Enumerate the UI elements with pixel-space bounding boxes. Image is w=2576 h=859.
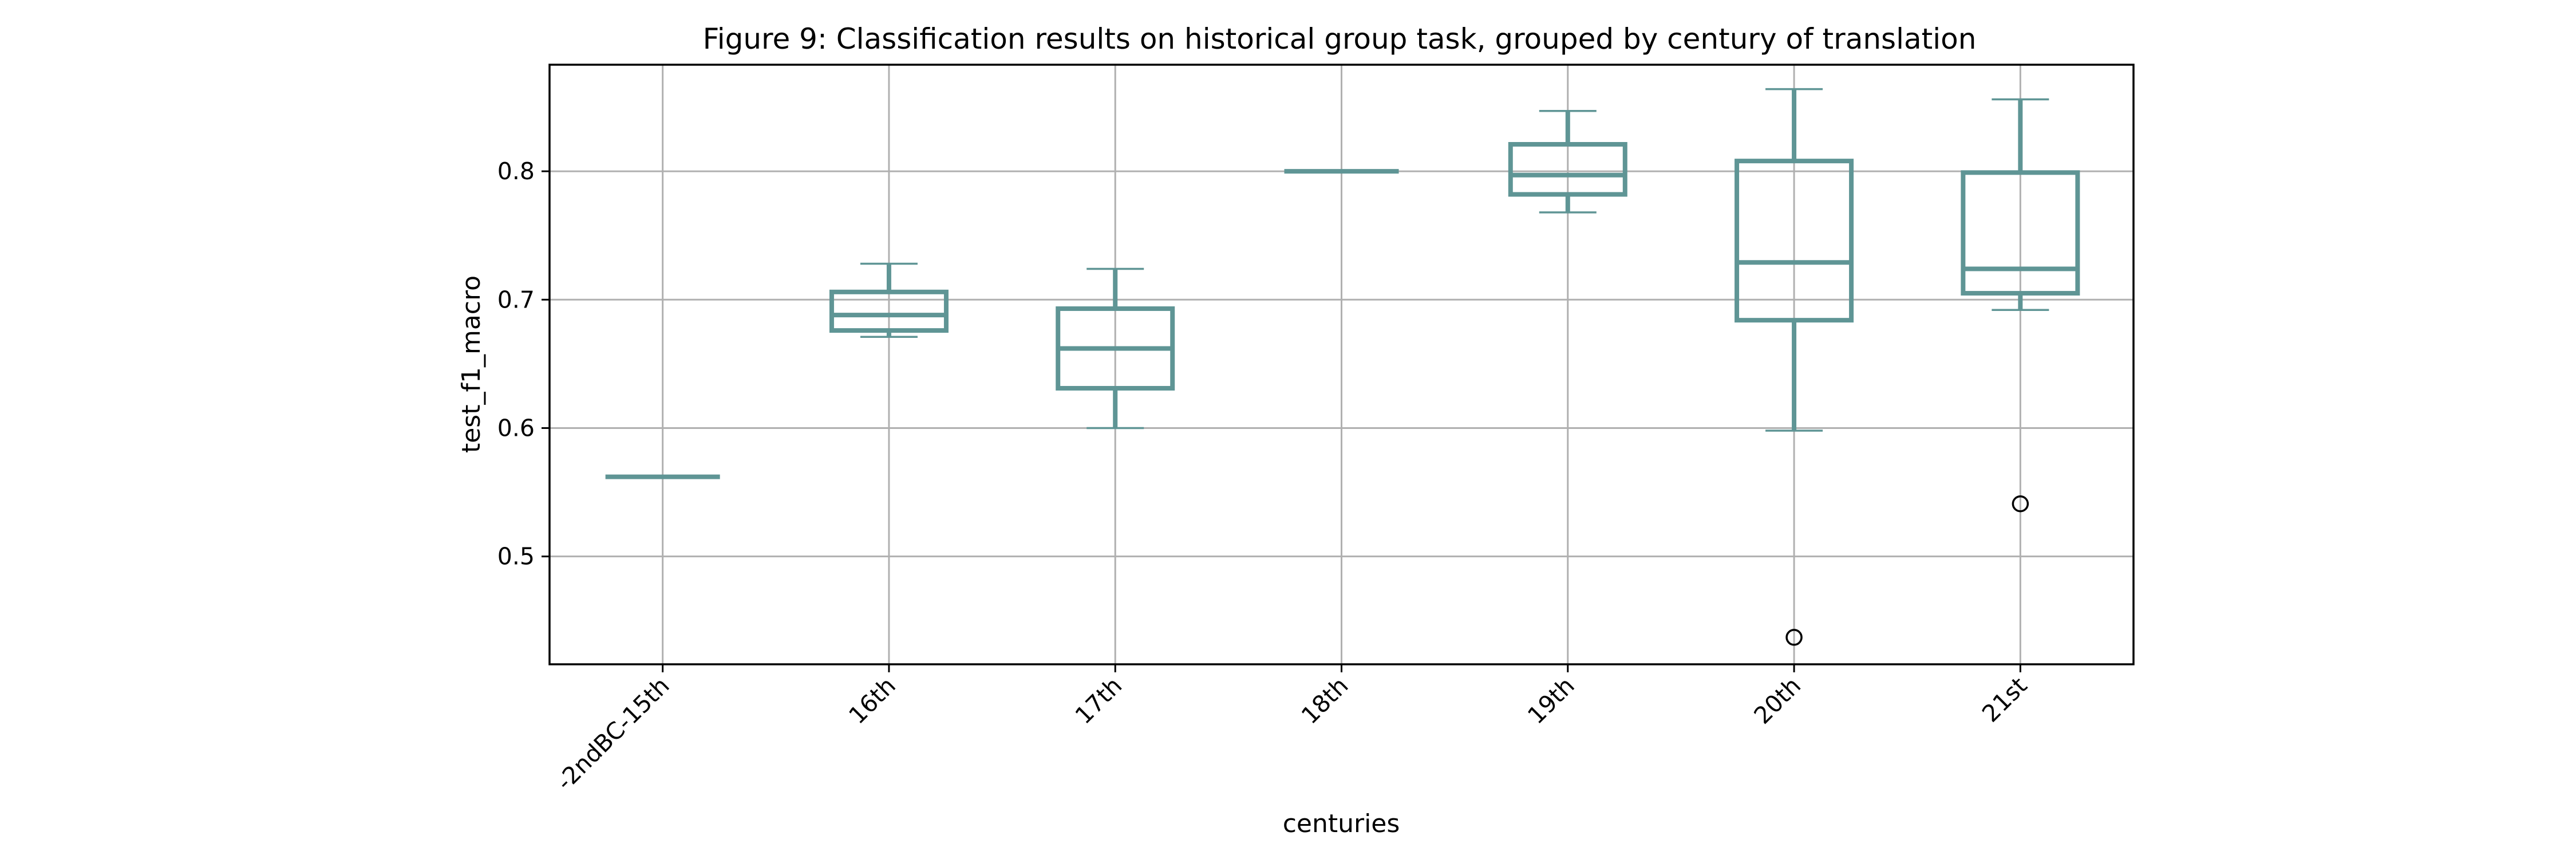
x-tick-label: 21st [1977, 672, 2032, 727]
iqr-box [1961, 170, 2080, 296]
iqr-box [829, 289, 949, 333]
box-plot-series [605, 88, 2080, 646]
y-tick-label: 0.5 [497, 543, 535, 570]
x-tick-label: 19th [1522, 672, 1580, 730]
y-tick-label: 0.7 [497, 286, 535, 313]
y-tick-label: 0.8 [497, 157, 535, 185]
box-19th [1508, 109, 1627, 214]
y-axis-label: test_f1_macro [457, 275, 486, 453]
x-tick-label: 18th [1296, 672, 1354, 730]
box-21st [1961, 98, 2080, 513]
chart-title: Figure 9: Classification results on hist… [703, 22, 1977, 56]
x-axis-label: centuries [1283, 809, 1400, 838]
grid-lines [550, 65, 2134, 664]
x-axis-ticks: -2ndBC-15th 16th 17th 18th 19th 20th 21st [551, 664, 2032, 795]
y-axis-ticks: 0.5 0.6 0.7 0.8 [497, 157, 550, 570]
outlier-point [1785, 629, 1803, 646]
box-16th [829, 262, 949, 338]
box-20th [1735, 88, 1854, 646]
x-tick-label: 20th [1749, 672, 1807, 730]
x-tick-label: -2ndBC-15th [551, 672, 674, 795]
y-tick-label: 0.6 [497, 414, 535, 442]
box-17th [1056, 267, 1175, 430]
iqr-box [1508, 142, 1627, 197]
iqr-box [1735, 159, 1854, 323]
x-tick-label: 17th [1070, 672, 1128, 730]
outlier-point [2012, 495, 2029, 513]
x-tick-label: 16th [843, 672, 901, 730]
